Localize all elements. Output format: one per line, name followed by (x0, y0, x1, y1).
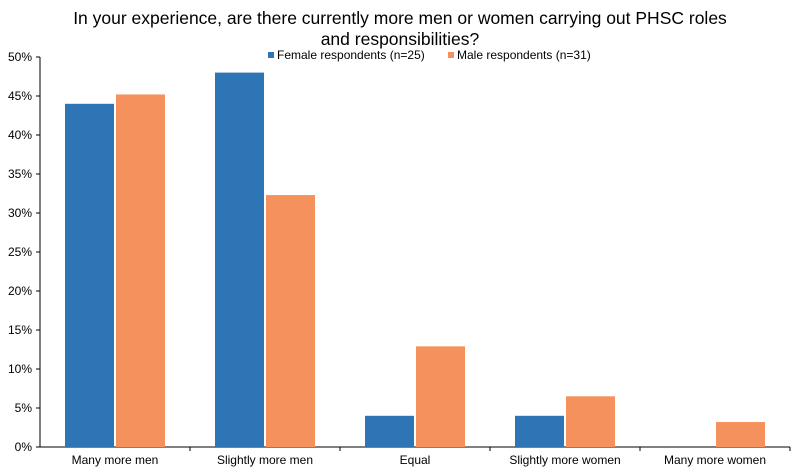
bar-female-3 (515, 415, 564, 447)
y-tick-label: 35% (8, 167, 32, 181)
legend-swatch-male (448, 52, 454, 58)
y-tick-label: 40% (8, 128, 32, 142)
bar-female-0 (65, 103, 114, 448)
y-tick-label: 15% (8, 323, 32, 337)
x-tick-label: Many more women (664, 453, 766, 467)
legend-label-male: Male respondents (n=31) (457, 48, 591, 62)
y-tick-label: 0% (15, 440, 33, 454)
y-tick-label: 45% (8, 89, 32, 103)
bar-male-2 (416, 346, 465, 447)
x-tick-label: Many more men (72, 453, 159, 467)
legend-label-female: Female respondents (n=25) (277, 48, 425, 62)
bar-male-0 (116, 94, 165, 447)
y-tick-label: 10% (8, 362, 32, 376)
x-tick-label: Equal (400, 453, 431, 467)
x-tick-label: Slightly more men (217, 453, 313, 467)
y-tick-label: 30% (8, 206, 32, 220)
chart-title-line-1: In your experience, are there currently … (73, 8, 727, 28)
chart-title-line-2: and responsibilities? (320, 29, 480, 49)
y-tick-label: 50% (8, 50, 32, 64)
y-tick-label: 25% (8, 245, 32, 259)
y-tick-label: 20% (8, 284, 32, 298)
bar-female-2 (365, 415, 414, 447)
bar-female-1 (215, 72, 264, 447)
bar-male-3 (566, 396, 615, 447)
bar-male-1 (266, 195, 315, 447)
legend-swatch-female (268, 52, 274, 58)
y-tick-label: 5% (15, 401, 33, 415)
bar-male-4 (716, 422, 765, 447)
x-tick-label: Slightly more women (509, 453, 620, 467)
